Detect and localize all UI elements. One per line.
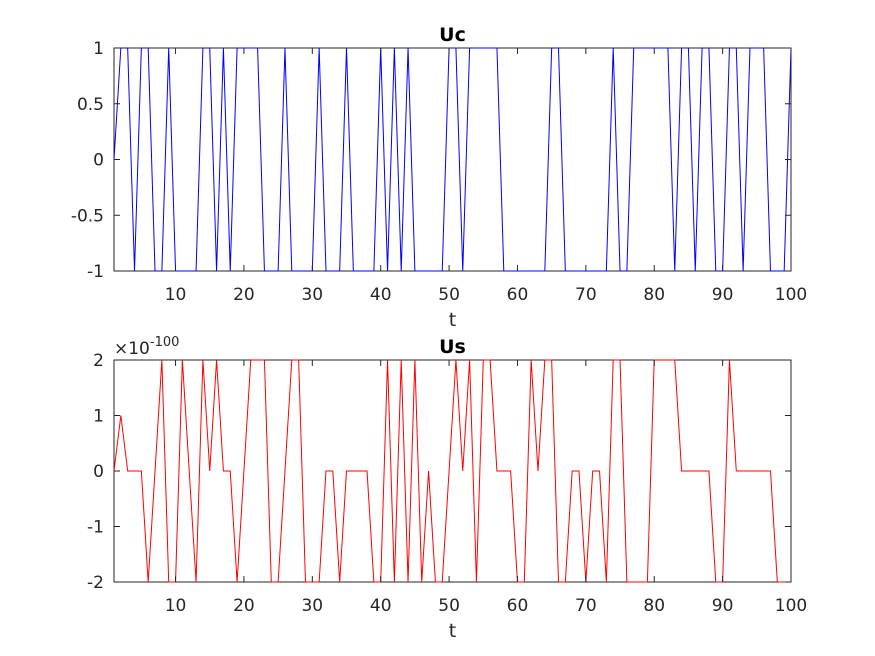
- us-chart-title: Us: [439, 336, 466, 358]
- uc-xtick-label: 70: [575, 285, 597, 305]
- us-y-exponent-label: ×10-100: [114, 335, 179, 359]
- uc-series-line-0: [113, 47, 792, 272]
- us-axes: 10 20 30 40 50 60 70 80 90 100 -2 -1 0 1 2 Us t ×10-100: [87, 335, 807, 642]
- us-series-line-0: [113, 359, 791, 583]
- uc-xtick-label: 60: [507, 285, 529, 305]
- us-xtick-label: 60: [507, 596, 529, 616]
- us-xtick-label: 90: [712, 596, 734, 616]
- uc-axes: 10 20 30 40 50 60 70 80 90 100 -1 -0.5 0 0.5 1 Uc t: [71, 24, 807, 331]
- uc-xtick-label: 100: [775, 285, 807, 305]
- us-xtick-label: 40: [370, 596, 392, 616]
- uc-x-axis-label: t: [449, 309, 456, 331]
- us-ytick-label: 0: [93, 462, 104, 482]
- uc-xtick-label: 30: [301, 285, 323, 305]
- us-xtick-label: 20: [233, 596, 255, 616]
- us-ytick-label: 1: [93, 407, 104, 427]
- uc-xtick-label: 10: [165, 285, 187, 305]
- us-ytick-label: 2: [93, 351, 104, 371]
- us-xtick-label: 50: [438, 596, 460, 616]
- us-ytick-label: -1: [87, 518, 104, 538]
- us-xtick-label: 80: [643, 596, 665, 616]
- us-ytick-label: -2: [87, 573, 104, 593]
- uc-ytick-label: -0.5: [71, 206, 104, 226]
- uc-xtick-label: 90: [712, 285, 734, 305]
- us-y-exponent-power: -100: [150, 335, 180, 350]
- us-xtick-label: 100: [775, 596, 807, 616]
- uc-xtick-label: 20: [233, 285, 255, 305]
- uc-ytick-label: 0: [93, 151, 104, 171]
- uc-xtick-label: 50: [438, 285, 460, 305]
- uc-xtick-label: 80: [643, 285, 665, 305]
- uc-ytick-label: 0.5: [77, 95, 104, 115]
- uc-ytick-label: -1: [87, 262, 104, 282]
- us-xtick-label: 30: [301, 596, 323, 616]
- uc-chart-title: Uc: [439, 24, 466, 46]
- uc-xtick-label: 40: [370, 285, 392, 305]
- us-xtick-label: 70: [575, 596, 597, 616]
- uc-ytick-label: 1: [93, 39, 104, 59]
- us-x-axis-label: t: [449, 620, 456, 642]
- us-xtick-label: 10: [165, 596, 187, 616]
